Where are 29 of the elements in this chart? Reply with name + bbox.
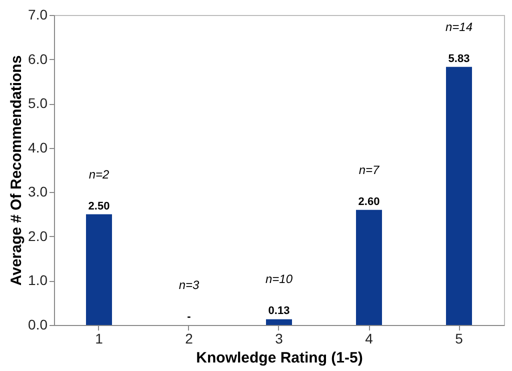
annotation: n=3: [178, 278, 200, 292]
y-tick-label: 1.0: [28, 272, 48, 288]
x-axis-title: Knowledge Rating (1-5): [196, 350, 363, 366]
x-tick-label: 2: [185, 330, 194, 346]
x-tick-label: 1: [95, 330, 104, 346]
y-tick-label: 2.0: [28, 228, 48, 244]
y-tick-label: 4.0: [28, 139, 48, 156]
annotation: n=14: [445, 20, 473, 34]
y-tick-label: 7.0: [28, 6, 48, 22]
data-label: 5.83: [448, 52, 470, 65]
y-tick-label: 5.0: [28, 95, 48, 112]
annotation: n=10: [265, 272, 293, 286]
y-tick-label: 0.0: [28, 316, 48, 332]
annotation: n=7: [358, 162, 380, 177]
data-label: 2.50: [88, 200, 110, 212]
x-tick-label: 3: [275, 330, 284, 346]
data-label: -: [187, 311, 192, 323]
data-label: 0.13: [268, 305, 290, 318]
y-axis-title: Average # Of Recommendations: [8, 55, 26, 286]
bar: [356, 210, 382, 325]
x-tick-label: 4: [365, 330, 374, 346]
annotation: n=2: [88, 167, 110, 182]
bar: [266, 319, 292, 325]
x-tick-label: 5: [455, 330, 464, 346]
bar: [86, 214, 112, 325]
y-tick-label: 3.0: [28, 184, 48, 200]
bar: [446, 66, 472, 325]
y-tick-label: 6.0: [28, 50, 48, 67]
data-label: 2.60: [358, 196, 380, 208]
